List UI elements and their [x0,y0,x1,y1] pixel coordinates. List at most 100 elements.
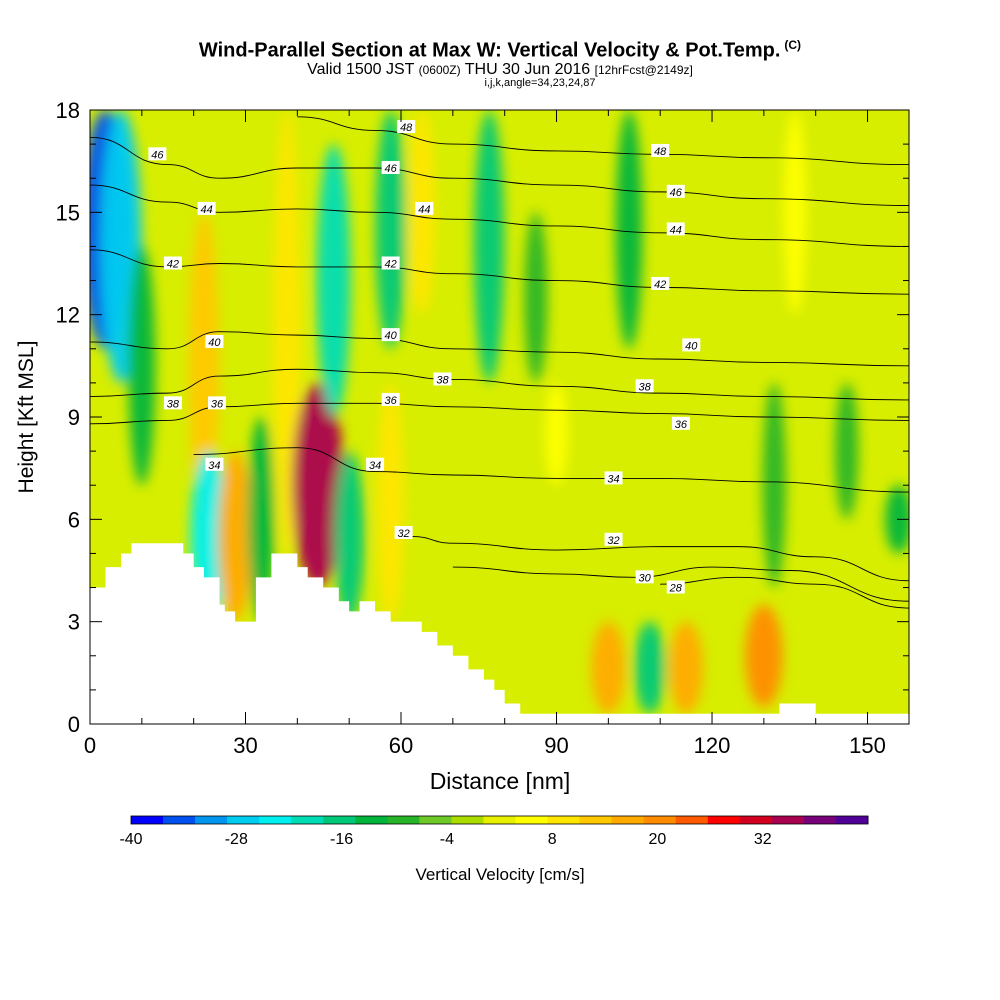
colorbar-swatch [483,816,517,824]
contour-label-bg [666,184,685,198]
contour-label-bg [635,570,654,584]
colorbar-swatch [259,816,292,824]
contour-label-bg [666,580,685,594]
colorbar-swatch [323,816,356,824]
contour-label: 34 [369,460,381,472]
y-tick-label: 18 [56,98,80,123]
velocity-cell [783,110,807,315]
colorbar-tick-label: -16 [330,831,353,848]
velocity-cell [218,451,253,622]
contour-label: 42 [167,259,179,271]
colorbar-tick-label: 20 [649,831,667,848]
isentrope-30 [452,566,909,602]
contour-label: 48 [654,146,667,158]
colorbar-swatch [771,816,805,824]
contour-label: 36 [211,398,224,410]
valid-date: THU 30 Jun 2016 [464,61,591,78]
contour-label: 34 [208,460,220,472]
y-tick-label: 3 [68,610,80,635]
contour-label: 40 [685,340,698,352]
contour-label: 36 [675,419,688,431]
isentrope-lines [90,116,909,609]
contour-label-bg [381,160,400,174]
contour-label: 28 [669,583,683,595]
contour-label-bg [635,379,654,393]
colorbar-swatch [419,816,452,824]
isentrope-42 [90,249,909,295]
colorbar-swatch [643,816,677,824]
contour-label-bg [394,525,413,539]
colorbar-tick-label: -40 [119,831,142,848]
valid-time: Valid 1500 JST [307,61,415,78]
contour-label: 34 [607,473,619,485]
y-tick-label: 15 [56,200,80,225]
colorbar-swatch [355,816,388,824]
contour-label: 38 [167,398,180,410]
colorbar-swatch [195,816,228,824]
contour-label: 40 [208,337,221,349]
contour-label-bg [381,392,400,406]
velocity-cell [292,382,345,588]
colorbar-swatch [675,816,709,824]
colorbar-tick-label: -4 [440,831,454,848]
velocity-cell [591,621,626,714]
contour-label: 44 [201,204,213,216]
isentrope-32 [411,535,909,582]
contour-label-bg [205,334,224,348]
isentrope-48 [297,116,909,166]
contour-label-bg [433,372,452,386]
plot-area: 46 44 42 40 38 36 34 48 46 44 42 40 36 38 34 32 48 46 44 42… [89,109,910,725]
contour-label: 46 [670,187,683,199]
colorbar-tick-label: 8 [548,831,557,848]
contour-label-bg [604,471,623,485]
contour-label-bg [651,143,670,157]
colorbar-swatch [291,816,324,824]
velocity-cell [188,212,220,520]
x-tick-label: 90 [544,733,568,758]
colorbar-swatch [707,816,741,824]
x-tick-label: 150 [849,733,886,758]
colorbar-swatch [835,816,869,824]
colorbar-swatch [547,816,581,824]
contour-labels: 46 44 42 40 38 36 34 48 46 44 42 40 36 38 34 32 48 46 44 42… [148,120,701,595]
contour-label-bg [148,147,167,161]
y-axis-label: Height [Kft MSL] [15,341,38,494]
velocity-cell [375,110,406,349]
x-tick-label: 60 [389,733,413,758]
contour-label: 42 [385,259,397,271]
colorbar-swatch [387,816,420,824]
chart-subtitle: Valid 1500 JST (0600Z) THU 30 Jun 2016 [… [0,61,1000,79]
contour-label: 46 [151,149,164,161]
copyright-mark: (C) [784,38,802,52]
contour-label: 48 [400,122,413,134]
velocity-cell [247,416,275,622]
colorbar-swatch [803,816,837,824]
colorbar-tick-label: -28 [225,831,248,848]
velocity-cell [762,382,786,588]
colorbar-swatch [163,816,196,824]
colorbar-label: Vertical Velocity [cm/s] [415,865,584,884]
isentrope-40 [90,331,909,367]
velocity-cell [634,621,666,714]
velocity-cell [745,604,783,707]
x-axis: 0 30 60 90 120 150 [84,110,886,758]
x-axis-label: Distance [nm] [430,768,571,794]
x-tick-label: 30 [233,733,257,758]
contour-label-bg [415,201,434,215]
velocity-cell [524,212,548,383]
isentrope-46 [90,136,909,206]
contour-label-bg [197,201,216,215]
velocity-cell [615,110,643,349]
contour-label-bg [651,276,670,290]
contour-label-bg [604,532,623,546]
y-tick-label: 0 [68,712,80,737]
utc-time: (0600Z) [418,63,461,77]
velocity-cell [273,110,301,554]
contour-label-bg [682,338,701,352]
contour-label-bg [381,328,400,342]
contour-label-bg [205,457,224,471]
grid-indices: i,j,k,angle=34,23,24,87 [484,77,596,89]
